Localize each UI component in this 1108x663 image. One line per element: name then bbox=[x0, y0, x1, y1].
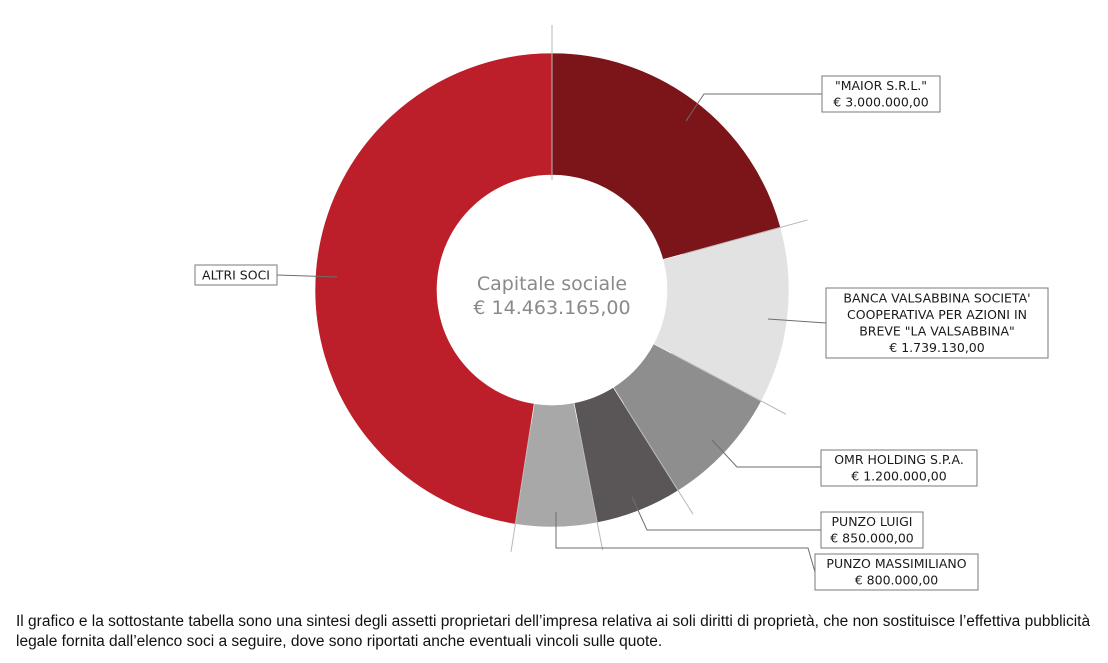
label-value: € 1.739.130,00 bbox=[889, 340, 984, 355]
leader-line bbox=[685, 93, 822, 122]
leader-line bbox=[767, 318, 827, 324]
label-box bbox=[194, 264, 278, 286]
leader-line bbox=[711, 439, 821, 468]
footnote-text: Il grafico e la sottostante tabella sono… bbox=[16, 613, 1091, 650]
label-box bbox=[821, 75, 941, 113]
label-name: PUNZO MASSIMILIANO bbox=[826, 556, 966, 571]
label-maior-s-r-l: "MAIOR S.R.L." € 3.000.000,00 bbox=[821, 75, 941, 113]
label-box bbox=[820, 511, 924, 549]
slice-separator bbox=[682, 219, 808, 255]
label-value: € 3.000.000,00 bbox=[833, 95, 928, 110]
label-banca-valsabbina-societa-cooperativa-per-azioni-in-breve-la-valsabbina: BANCA VALSABBINA SOCIETA'COOPERATIVA PER… bbox=[825, 287, 1049, 359]
label-value: € 1.200.000,00 bbox=[851, 469, 946, 484]
label-name: PUNZO LUIGI bbox=[832, 514, 913, 529]
label-name: "MAIOR S.R.L." bbox=[835, 78, 927, 93]
label-box bbox=[825, 287, 1049, 359]
slice-separator bbox=[623, 404, 694, 515]
ownership-donut-chart: "MAIOR S.R.L." € 3.000.000,00 BANCA VALSAB… bbox=[194, 25, 1049, 591]
center-total: € 14.463.165,00 bbox=[473, 297, 630, 319]
label-box bbox=[814, 553, 979, 591]
slice-maior-s-r-l bbox=[551, 52, 781, 260]
label-name: COOPERATIVA PER AZIONI IN bbox=[847, 307, 1027, 322]
leader-line bbox=[555, 512, 816, 573]
label-name: BREVE "LA VALSABBINA" bbox=[859, 324, 1015, 339]
label-name: OMR HOLDING S.P.A. bbox=[834, 452, 964, 467]
label-name: ALTRI SOCI bbox=[202, 267, 270, 282]
leader-line bbox=[276, 274, 338, 278]
slice-separator bbox=[510, 423, 532, 552]
label-punzo-luigi: PUNZO LUIGI € 850.000,00 bbox=[820, 511, 924, 549]
label-box bbox=[820, 449, 978, 487]
label-name: BANCA VALSABBINA SOCIETA' bbox=[843, 291, 1030, 306]
center-title: Capitale sociale bbox=[477, 273, 627, 295]
slice-separator bbox=[577, 422, 604, 551]
slice-separator bbox=[671, 352, 787, 415]
label-altri-soci: ALTRI SOCI bbox=[194, 264, 278, 286]
donut-chart-svg: "MAIOR S.R.L." € 3.000.000,00 BANCA VALSAB… bbox=[194, 25, 1049, 591]
label-punzo-massimiliano: PUNZO MASSIMILIANO € 800.000,00 bbox=[814, 553, 979, 591]
slice-altri-soci bbox=[314, 52, 553, 525]
label-value: € 800.000,00 bbox=[855, 573, 939, 588]
label-omr-holding-s-p-a: OMR HOLDING S.P.A. € 1.200.000,00 bbox=[820, 449, 978, 487]
label-value: € 850.000,00 bbox=[830, 531, 914, 546]
leader-line bbox=[631, 496, 821, 531]
